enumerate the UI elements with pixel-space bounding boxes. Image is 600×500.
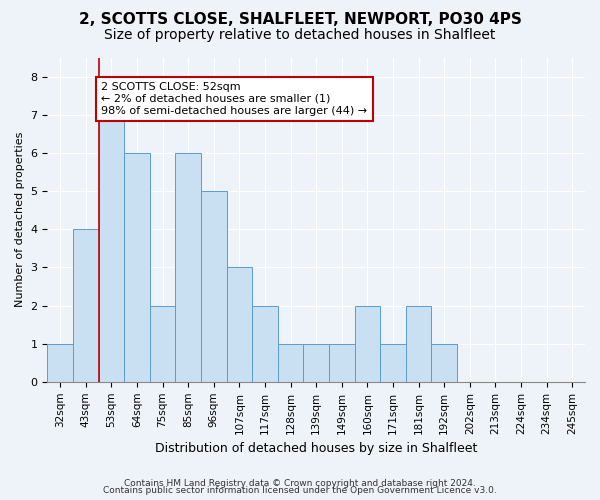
Text: 2, SCOTTS CLOSE, SHALFLEET, NEWPORT, PO30 4PS: 2, SCOTTS CLOSE, SHALFLEET, NEWPORT, PO3… bbox=[79, 12, 521, 28]
Bar bbox=[227, 268, 252, 382]
X-axis label: Distribution of detached houses by size in Shalfleet: Distribution of detached houses by size … bbox=[155, 442, 478, 455]
Text: Contains HM Land Registry data © Crown copyright and database right 2024.: Contains HM Land Registry data © Crown c… bbox=[124, 478, 476, 488]
Bar bbox=[380, 344, 406, 382]
Text: 2 SCOTTS CLOSE: 52sqm
← 2% of detached houses are smaller (1)
98% of semi-detach: 2 SCOTTS CLOSE: 52sqm ← 2% of detached h… bbox=[101, 82, 367, 116]
Bar bbox=[431, 344, 457, 382]
Bar bbox=[47, 344, 73, 382]
Bar bbox=[278, 344, 304, 382]
Text: Contains public sector information licensed under the Open Government Licence v3: Contains public sector information licen… bbox=[103, 486, 497, 495]
Bar bbox=[329, 344, 355, 382]
Bar bbox=[73, 229, 98, 382]
Bar bbox=[304, 344, 329, 382]
Y-axis label: Number of detached properties: Number of detached properties bbox=[15, 132, 25, 308]
Text: Size of property relative to detached houses in Shalfleet: Size of property relative to detached ho… bbox=[104, 28, 496, 42]
Bar bbox=[355, 306, 380, 382]
Bar bbox=[150, 306, 175, 382]
Bar bbox=[98, 114, 124, 382]
Bar bbox=[252, 306, 278, 382]
Bar bbox=[124, 153, 150, 382]
Bar bbox=[406, 306, 431, 382]
Bar bbox=[175, 153, 201, 382]
Bar bbox=[201, 191, 227, 382]
